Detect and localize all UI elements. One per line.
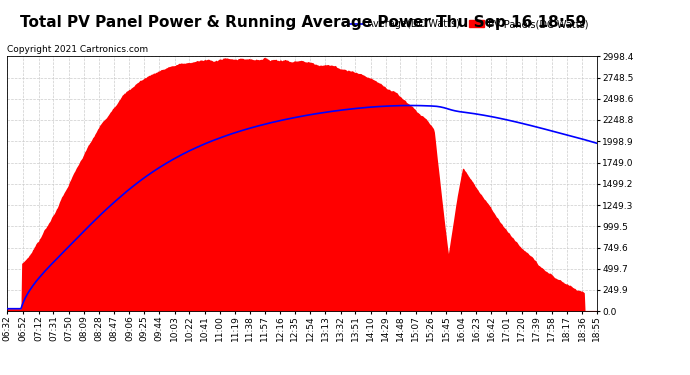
Legend: Average(DC Watts), PV Panels(DC Watts): Average(DC Watts), PV Panels(DC Watts) — [344, 15, 592, 33]
Text: Copyright 2021 Cartronics.com: Copyright 2021 Cartronics.com — [7, 45, 148, 54]
Text: Total PV Panel Power & Running Average Power Thu Sep 16 18:59: Total PV Panel Power & Running Average P… — [21, 15, 586, 30]
